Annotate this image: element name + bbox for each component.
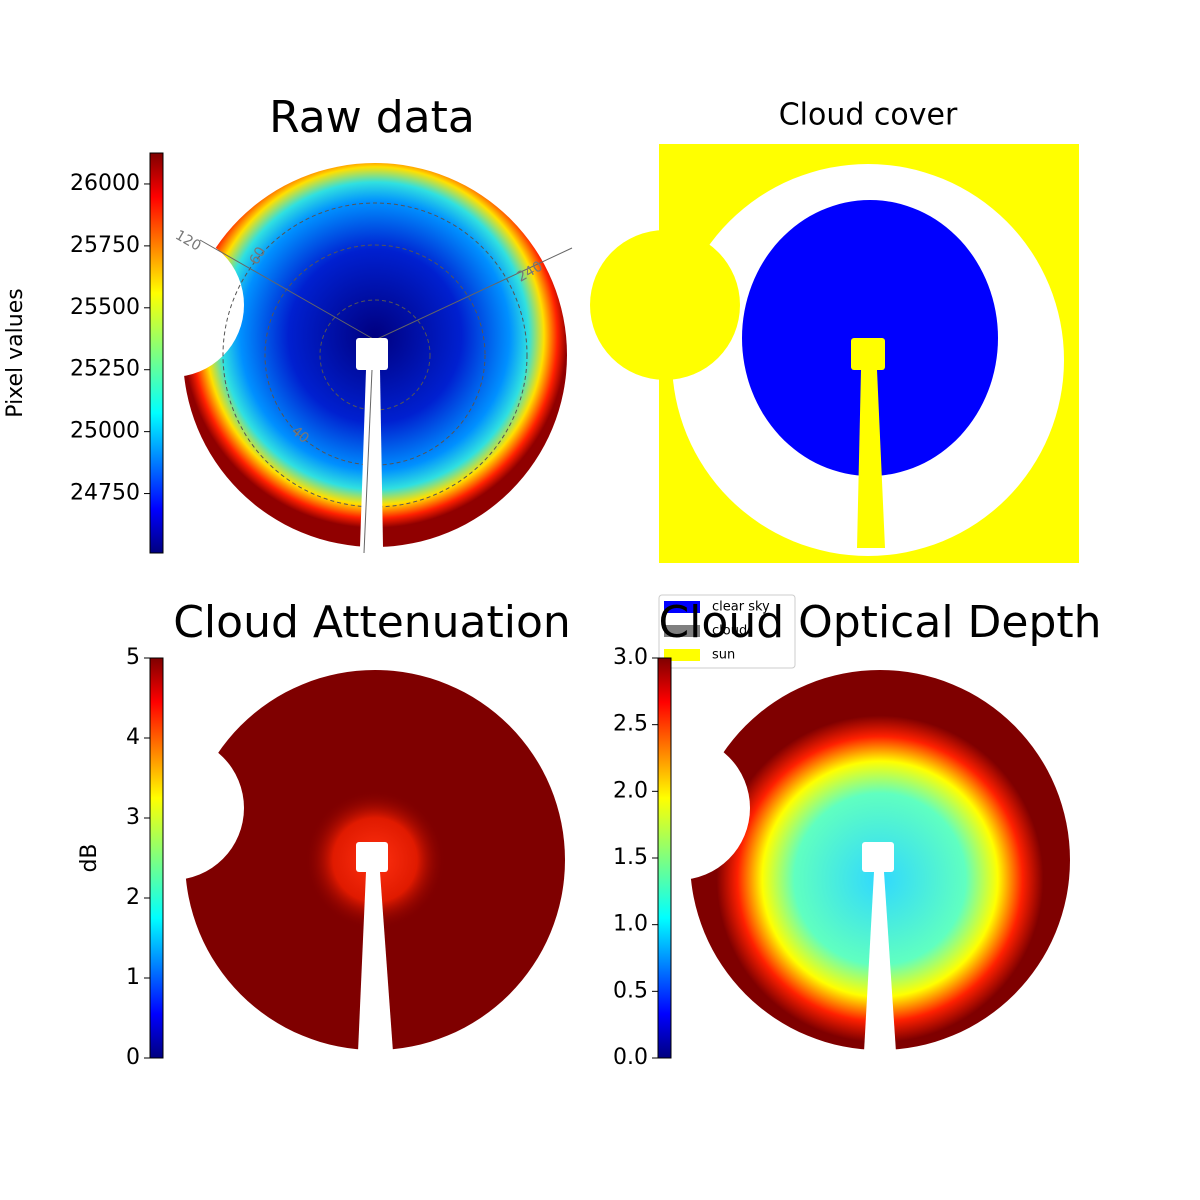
colorbar-tick-label: 1 — [126, 965, 140, 990]
legend-swatch — [664, 601, 700, 613]
legend-label: clear sky — [712, 600, 770, 615]
legend-label: cloud — [712, 624, 747, 639]
colorbar-tick-label: 3.0 — [613, 645, 648, 670]
optical-depth-image — [606, 670, 1070, 1052]
colorbar-tick-label: 0.5 — [613, 978, 648, 1003]
colorbar — [657, 657, 672, 1059]
colorbar-tick-label: 3 — [126, 805, 140, 830]
raw-image — [100, 163, 573, 554]
colorbar-tick-label: 2.5 — [613, 712, 648, 737]
colorbar-tick-label: 25000 — [70, 419, 140, 444]
legend-swatch — [664, 625, 700, 637]
colorbar-tick-label: 0.0 — [613, 1045, 648, 1070]
colorbar-tick-label: 1.5 — [613, 845, 648, 870]
legend-label: sun — [712, 648, 735, 663]
colorbar-tick-label: 2.0 — [613, 778, 648, 803]
colorbar-tick-label: 26000 — [70, 171, 140, 196]
colorbar-tick-label: 5 — [126, 645, 140, 670]
colorbar-tick-label: 4 — [126, 725, 140, 750]
panel-title: Cloud Attenuation — [173, 597, 571, 648]
colorbar — [149, 657, 164, 1059]
attenuation-image — [100, 670, 565, 1052]
colorbar-tick-label: 0 — [126, 1045, 140, 1070]
colorbar-label: dB — [77, 843, 102, 872]
colorbar-tick-label: 25750 — [70, 233, 140, 258]
panel-title: Cloud Optical Depth — [658, 597, 1101, 648]
colorbar — [149, 152, 164, 554]
panel-title: Cloud cover — [779, 98, 958, 133]
colorbar-tick-label: 25500 — [70, 295, 140, 320]
colorbar-tick-label: 1.0 — [613, 912, 648, 937]
colorbar-tick-label: 24750 — [70, 481, 140, 506]
cloud-cover-image — [590, 144, 1079, 563]
colorbar-tick-label: 2 — [126, 885, 140, 910]
polar-label: 60 — [247, 244, 270, 267]
colorbar-label: Pixel values — [3, 288, 28, 417]
colorbar-tick-label: 25250 — [70, 357, 140, 382]
legend-swatch — [664, 649, 700, 661]
panel-title: Raw data — [269, 92, 475, 143]
